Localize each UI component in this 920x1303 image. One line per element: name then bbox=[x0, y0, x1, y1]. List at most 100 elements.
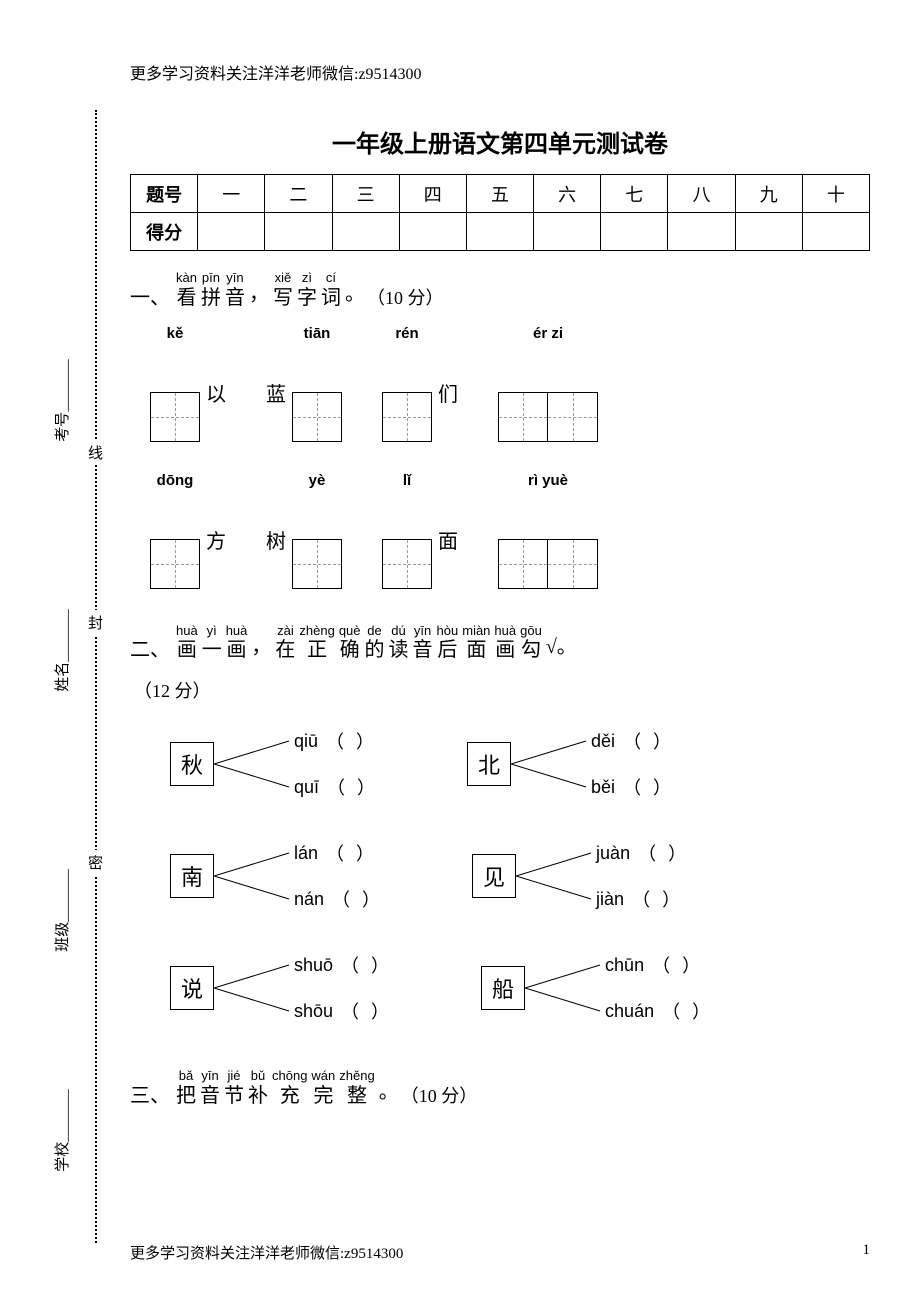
ruby-char: yīn音 bbox=[413, 623, 433, 663]
tianzi-box[interactable] bbox=[548, 392, 598, 442]
pinyin-option[interactable]: nán（） bbox=[294, 886, 392, 912]
score-label2: 得分 bbox=[131, 213, 198, 251]
score-col: 四 bbox=[399, 175, 466, 213]
score-col: 三 bbox=[332, 175, 399, 213]
pinyin-cell: dōng方 bbox=[150, 472, 226, 589]
q3-points: （10 分） bbox=[401, 1082, 478, 1108]
connector-lines bbox=[214, 953, 294, 1023]
score-cell[interactable] bbox=[198, 213, 265, 251]
score-table: 题号一二三四五六七八九十 得分 bbox=[130, 174, 870, 251]
ruby-char: kàn看 bbox=[176, 270, 197, 310]
ruby-char: gōu勾 bbox=[520, 623, 542, 663]
score-col: 二 bbox=[265, 175, 332, 213]
q2-row: 秋 qiū（） quī（） 北 děi（） běi（） bbox=[170, 728, 870, 800]
pinyin-option[interactable]: lán（） bbox=[294, 840, 392, 866]
char-box: 秋 bbox=[170, 742, 214, 786]
connector-lines bbox=[214, 729, 294, 799]
pinyin-cell: 树yè bbox=[266, 472, 342, 589]
q2-item: 船 chūn（） chuán（） bbox=[481, 952, 722, 1024]
ruby-char: chōng充 bbox=[272, 1068, 307, 1108]
tianzi-box[interactable] bbox=[498, 392, 548, 442]
ruby-char: yì一 bbox=[202, 623, 222, 663]
pinyin-cell: 蓝tiān bbox=[266, 325, 342, 442]
ruby-char: ， bbox=[249, 282, 269, 306]
pinyin-option[interactable]: juàn（） bbox=[596, 840, 698, 866]
score-cell[interactable] bbox=[735, 213, 802, 251]
context-char: 面 bbox=[438, 525, 458, 554]
q1-row1: kě以蓝tiānrén们ér zi bbox=[150, 325, 870, 442]
ruby-char: bǔ补 bbox=[248, 1068, 268, 1108]
pinyin-option[interactable]: shōu（） bbox=[294, 998, 401, 1024]
pinyin-label: rì yuè bbox=[528, 472, 568, 489]
ruby-char: zhèng正 bbox=[299, 623, 334, 663]
q1-heading: 一、 kàn看pīn拼yīn音，xiě写zì字cí词。 （10 分） bbox=[130, 266, 870, 310]
score-cell[interactable] bbox=[802, 213, 869, 251]
pinyin-option[interactable]: chūn（） bbox=[605, 952, 722, 978]
pinyin-option[interactable]: chuán（） bbox=[605, 998, 722, 1024]
char-box: 北 bbox=[467, 742, 511, 786]
tianzi-box[interactable] bbox=[382, 539, 432, 589]
header-note: 更多学习资料关注洋洋老师微信:z9514300 bbox=[130, 60, 870, 84]
ruby-char: bǎ把 bbox=[176, 1068, 196, 1108]
pinyin-label: dōng bbox=[157, 472, 194, 489]
ruby-char: yīn音 bbox=[225, 270, 245, 310]
ruby-char: què确 bbox=[339, 623, 361, 663]
tianzi-box[interactable] bbox=[150, 392, 200, 442]
ruby-char: yīn音 bbox=[200, 1068, 220, 1108]
char-box: 船 bbox=[481, 966, 525, 1010]
score-col: 一 bbox=[198, 175, 265, 213]
tianzi-box[interactable] bbox=[292, 539, 342, 589]
score-cell[interactable] bbox=[332, 213, 399, 251]
ruby-char: huà画 bbox=[226, 623, 248, 663]
q2-row: 说shuō（）shōu（）船chūn（）chuán（） bbox=[170, 952, 870, 1024]
score-col: 六 bbox=[534, 175, 601, 213]
ruby-char: pīn拼 bbox=[201, 270, 221, 310]
ruby-char: xiě写 bbox=[273, 270, 293, 310]
pinyin-option[interactable]: běi（） bbox=[591, 774, 683, 800]
ruby-char: zhěng整 bbox=[339, 1068, 374, 1108]
tianzi-box[interactable] bbox=[382, 392, 432, 442]
pinyin-label: rén bbox=[395, 325, 418, 342]
connector-lines bbox=[516, 841, 596, 911]
q2-heading: 二、 huà画yì一huà画，zài在zhèng正què确de的dú读yīn音h… bbox=[130, 619, 870, 663]
ruby-char: jié节 bbox=[224, 1068, 244, 1108]
score-cell[interactable] bbox=[534, 213, 601, 251]
ruby-char: dú读 bbox=[389, 623, 409, 663]
context-char: 以 bbox=[206, 378, 226, 407]
ruby-char: hòu后 bbox=[437, 623, 459, 663]
pinyin-label: tiān bbox=[304, 325, 331, 342]
tianzi-box[interactable] bbox=[292, 392, 342, 442]
score-cell[interactable] bbox=[265, 213, 332, 251]
pinyin-cell: kě以 bbox=[150, 325, 226, 442]
pinyin-option[interactable]: jiàn（） bbox=[596, 886, 698, 912]
tianzi-box[interactable] bbox=[548, 539, 598, 589]
score-col: 五 bbox=[466, 175, 533, 213]
tianzi-box[interactable] bbox=[150, 539, 200, 589]
context-char: 们 bbox=[438, 378, 458, 407]
score-cell[interactable] bbox=[466, 213, 533, 251]
page-number: 1 bbox=[863, 1242, 871, 1263]
score-cell[interactable] bbox=[399, 213, 466, 251]
pinyin-option[interactable]: shuō（） bbox=[294, 952, 401, 978]
q2-item: 北 děi（） běi（） bbox=[467, 728, 683, 800]
page: 更多学习资料关注洋洋老师微信:z9514300 一年级上册语文第四单元测试卷 题… bbox=[0, 0, 920, 1163]
tianzi-box[interactable] bbox=[498, 539, 548, 589]
score-cell[interactable] bbox=[668, 213, 735, 251]
ruby-char: zì字 bbox=[297, 270, 317, 310]
pinyin-option[interactable]: qiū（） bbox=[294, 728, 387, 754]
q2-item: 说shuō（）shōu（） bbox=[170, 952, 401, 1024]
pinyin-option[interactable]: quī（） bbox=[294, 774, 387, 800]
pinyin-label: yè bbox=[309, 472, 326, 489]
score-col: 八 bbox=[668, 175, 735, 213]
char-box: 南 bbox=[170, 854, 214, 898]
q3-num: 三、 bbox=[130, 1079, 170, 1108]
footer-note: 更多学习资料关注洋洋老师微信:z9514300 bbox=[130, 1242, 403, 1263]
ruby-char: cí词 bbox=[321, 270, 341, 310]
footer: 更多学习资料关注洋洋老师微信:z9514300 1 bbox=[130, 1242, 870, 1263]
ruby-char: √。 bbox=[546, 635, 577, 659]
score-cell[interactable] bbox=[601, 213, 668, 251]
ruby-char: miàn面 bbox=[462, 623, 490, 663]
q1-num: 一、 bbox=[130, 281, 170, 310]
pinyin-option[interactable]: děi（） bbox=[591, 728, 683, 754]
pinyin-label: lǐ bbox=[403, 472, 411, 489]
